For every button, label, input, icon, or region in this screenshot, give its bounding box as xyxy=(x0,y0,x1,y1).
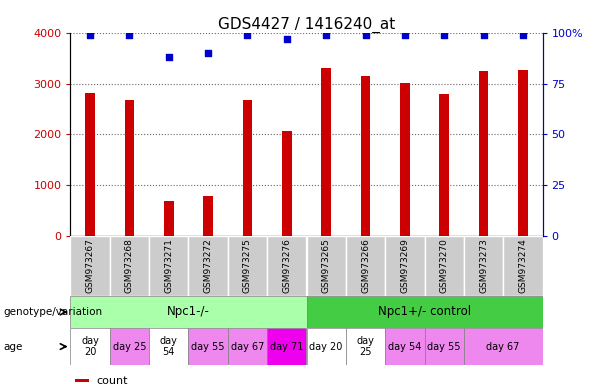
Bar xyxy=(440,94,449,236)
Bar xyxy=(228,236,267,296)
Bar xyxy=(306,236,346,296)
Text: GSM973273: GSM973273 xyxy=(479,238,488,293)
Point xyxy=(282,36,292,42)
Bar xyxy=(149,236,189,296)
Point xyxy=(164,54,173,60)
Text: day 71: day 71 xyxy=(270,341,303,352)
Bar xyxy=(75,379,89,382)
Bar xyxy=(243,100,253,236)
Point xyxy=(400,31,409,38)
Bar xyxy=(424,328,464,365)
Text: Npc1-/-: Npc1-/- xyxy=(167,306,210,318)
Bar xyxy=(70,328,110,365)
Bar xyxy=(346,328,385,365)
Bar xyxy=(189,328,228,365)
Text: day 67: day 67 xyxy=(487,341,520,352)
Bar xyxy=(204,197,213,236)
Bar xyxy=(385,328,424,365)
Bar xyxy=(424,236,464,296)
Bar xyxy=(321,68,331,236)
Point xyxy=(204,50,213,56)
Bar xyxy=(85,93,95,236)
Point xyxy=(518,31,528,38)
Bar xyxy=(124,100,134,236)
Text: GSM973266: GSM973266 xyxy=(361,238,370,293)
Bar xyxy=(110,328,149,365)
Bar xyxy=(346,236,385,296)
Text: day 25: day 25 xyxy=(113,341,147,352)
Text: GSM973275: GSM973275 xyxy=(243,238,252,293)
Point xyxy=(243,31,253,38)
Point xyxy=(479,31,489,38)
Text: age: age xyxy=(3,341,23,352)
Text: day 55: day 55 xyxy=(191,341,225,352)
Bar xyxy=(267,236,306,296)
Bar xyxy=(518,70,528,236)
Bar xyxy=(282,131,292,236)
Bar xyxy=(360,76,370,236)
Text: day 67: day 67 xyxy=(231,341,264,352)
Text: day 54: day 54 xyxy=(388,341,422,352)
Bar xyxy=(110,236,149,296)
Text: day
20: day 20 xyxy=(82,336,99,358)
Bar xyxy=(189,236,228,296)
Text: GSM973268: GSM973268 xyxy=(125,238,134,293)
Text: GSM973267: GSM973267 xyxy=(86,238,94,293)
Point xyxy=(85,31,95,38)
Text: GSM973265: GSM973265 xyxy=(322,238,330,293)
Bar xyxy=(306,296,543,328)
Title: GDS4427 / 1416240_at: GDS4427 / 1416240_at xyxy=(218,17,395,33)
Bar xyxy=(385,236,424,296)
Text: genotype/variation: genotype/variation xyxy=(3,307,102,317)
Text: day 20: day 20 xyxy=(310,341,343,352)
Text: day 55: day 55 xyxy=(427,341,461,352)
Point xyxy=(360,31,370,38)
Point xyxy=(124,31,134,38)
Text: GSM973272: GSM973272 xyxy=(204,238,213,293)
Bar xyxy=(464,328,543,365)
Text: GSM973274: GSM973274 xyxy=(519,238,527,293)
Bar xyxy=(267,328,306,365)
Bar xyxy=(164,200,173,236)
Bar xyxy=(464,236,503,296)
Text: count: count xyxy=(96,376,128,384)
Bar xyxy=(479,71,489,236)
Point xyxy=(440,31,449,38)
Text: GSM973271: GSM973271 xyxy=(164,238,173,293)
Text: day
54: day 54 xyxy=(160,336,178,358)
Text: GSM973270: GSM973270 xyxy=(440,238,449,293)
Bar xyxy=(149,328,189,365)
Bar xyxy=(70,236,110,296)
Text: GSM973269: GSM973269 xyxy=(400,238,409,293)
Bar xyxy=(503,236,543,296)
Text: GSM973276: GSM973276 xyxy=(283,238,291,293)
Bar xyxy=(228,328,267,365)
Bar xyxy=(306,328,346,365)
Point xyxy=(321,31,331,38)
Bar xyxy=(70,296,306,328)
Text: day
25: day 25 xyxy=(357,336,375,358)
Bar xyxy=(400,83,409,236)
Text: Npc1+/- control: Npc1+/- control xyxy=(378,306,471,318)
